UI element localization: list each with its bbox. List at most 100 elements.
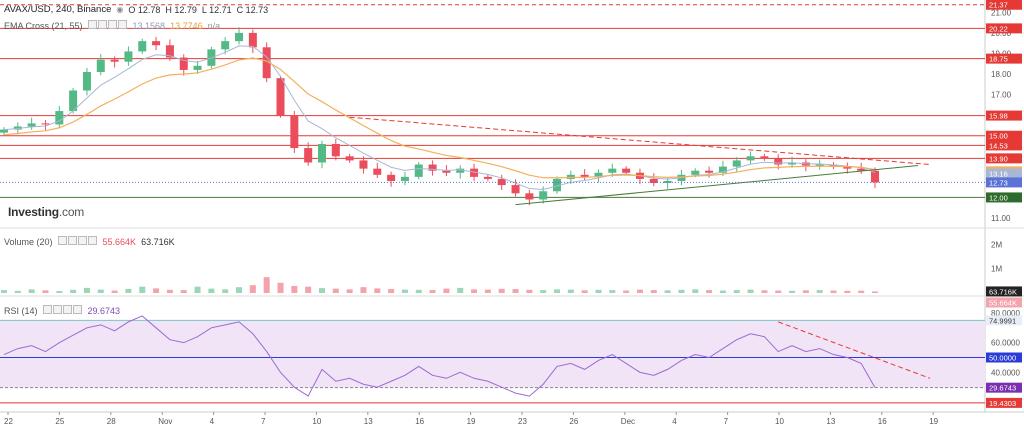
ema55-line <box>3 57 876 179</box>
rsi-trendline <box>778 321 931 379</box>
candle-body <box>442 170 451 173</box>
candle-body <box>193 65 202 70</box>
volume-bar <box>581 290 588 293</box>
price-tick-label: 17.00 <box>991 91 1012 100</box>
candle-body <box>124 51 133 62</box>
logo-domain: .com <box>58 205 85 219</box>
price-tick-label: 20.00 <box>991 29 1012 38</box>
time-tick-label: 7 <box>724 417 729 426</box>
time-tick-label: 16 <box>415 417 424 426</box>
volume-bar <box>153 288 160 293</box>
ohlc-open: O 12.78 <box>128 4 161 15</box>
time-tick-label: 7 <box>261 417 266 426</box>
time-tick-label: Nov <box>158 417 172 426</box>
level-tag: 12.00 <box>989 193 1008 202</box>
volume-bar <box>374 288 381 293</box>
ohlc-close: C 12.73 <box>236 4 269 15</box>
volume-tag-bg <box>986 297 1022 308</box>
volume-bar <box>125 288 132 293</box>
level-tag-bg <box>986 140 1022 151</box>
volume-bar <box>83 287 90 293</box>
volume-bar <box>28 289 35 293</box>
volume-bar <box>97 289 104 293</box>
rsi-tag-bg <box>986 315 1022 326</box>
candle-body <box>649 178 658 184</box>
investing-logo: Investing.com <box>8 205 84 219</box>
candle-body <box>96 59 105 72</box>
candle-body <box>456 168 465 173</box>
candle-body <box>608 168 617 173</box>
time-tick-label: 13 <box>826 417 835 426</box>
ema21-value: 13.1568 <box>132 20 166 31</box>
volume-bar <box>429 290 436 293</box>
time-tick-label: 13 <box>364 417 373 426</box>
candle-body <box>580 174 589 177</box>
volume-bar <box>816 290 823 293</box>
volume-bar <box>1 290 7 293</box>
volume-legend: Volume (20) 55.664K 63.716K <box>4 236 175 247</box>
volume-tick-label: 1M <box>991 265 1002 274</box>
candle-body <box>511 185 520 194</box>
volume-label: Volume (20) <box>4 236 53 247</box>
volume-bar <box>526 289 533 293</box>
candle-body <box>0 129 8 133</box>
volume-bar <box>415 289 422 293</box>
candle-body <box>428 164 437 171</box>
candle-body <box>331 143 340 157</box>
volume-bar <box>498 288 505 293</box>
candle-body <box>871 170 879 183</box>
candle-body <box>483 176 492 179</box>
volume-bar <box>14 290 21 293</box>
level-tag-bg <box>986 0 1022 10</box>
candle-body <box>152 41 161 46</box>
candle-body <box>262 47 271 79</box>
rsi-tag: 29.6743 <box>989 384 1016 393</box>
ema-controls[interactable] <box>87 20 128 31</box>
price-tag: 13.16 <box>989 170 1008 179</box>
volume-bar <box>360 287 367 293</box>
volume-bar <box>443 288 450 293</box>
volume-tag: 63.716K <box>989 287 1017 296</box>
candle-body <box>857 168 866 171</box>
level-tag-bg <box>986 110 1022 121</box>
level-tag: 21.37 <box>989 1 1008 10</box>
candle-body <box>760 156 769 159</box>
time-tick-label: 10 <box>312 417 321 426</box>
candle-body <box>290 115 299 149</box>
volume-bar <box>706 290 713 293</box>
volume-bar <box>567 289 574 293</box>
price-tick-label: 18.00 <box>991 70 1012 79</box>
rsi-tag: 19.4303 <box>989 399 1016 408</box>
candle-body <box>788 162 797 165</box>
volume-bar <box>42 290 49 293</box>
price-tag-bg <box>986 177 1022 188</box>
volume-bar <box>844 290 851 293</box>
volume-bar <box>346 289 353 293</box>
volume-bar <box>678 289 685 293</box>
logo-brand: Investing <box>8 205 59 219</box>
candle-body <box>165 45 174 58</box>
volume-bar <box>636 289 643 293</box>
ema55-value: 13.7746 <box>170 20 203 31</box>
rsi-tick-label: 40.0000 <box>991 368 1020 377</box>
rsi-band <box>0 320 985 388</box>
rsi-controls[interactable] <box>42 305 83 316</box>
time-tick-label: 26 <box>569 417 578 426</box>
volume-controls[interactable] <box>57 236 98 247</box>
volume-tick-label: 2M <box>991 240 1002 249</box>
level-tag: 18.75 <box>989 55 1008 64</box>
candle-body <box>138 41 147 52</box>
candle-body <box>705 170 714 173</box>
volume-bar <box>318 288 325 293</box>
candle-body <box>732 160 741 167</box>
rsi-line <box>3 315 876 397</box>
volume-bar <box>664 290 671 293</box>
time-tick-label: 23 <box>518 417 527 426</box>
volume-bar <box>208 288 215 293</box>
volume-bar <box>623 290 630 293</box>
volume-bar <box>56 291 63 293</box>
candle-body <box>622 168 631 173</box>
volume-bar <box>291 285 298 293</box>
candle-body <box>414 164 423 177</box>
